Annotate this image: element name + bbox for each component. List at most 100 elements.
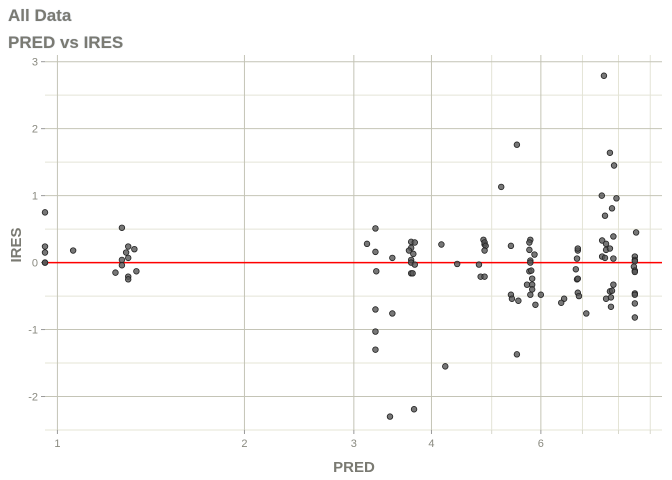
data-point — [372, 248, 379, 256]
chart-title: All Data — [8, 6, 72, 25]
x-tick-label: 3 — [351, 438, 357, 450]
data-point — [610, 233, 617, 240]
data-point — [613, 195, 620, 202]
x-tick-label: 6 — [538, 438, 544, 450]
data-point — [602, 240, 610, 248]
data-point — [631, 291, 639, 298]
data-point — [118, 262, 126, 269]
data-point — [133, 268, 140, 275]
data-point — [601, 212, 609, 219]
data-point — [601, 254, 609, 262]
data-point — [537, 291, 545, 298]
data-point — [69, 247, 77, 254]
data-point — [610, 255, 617, 262]
y-tick-label: 1 — [32, 191, 38, 203]
data-point — [631, 314, 639, 321]
data-point — [125, 254, 132, 262]
data-point — [583, 310, 590, 317]
data-point — [389, 310, 396, 317]
data-point — [411, 261, 418, 268]
data-point — [606, 149, 614, 156]
chart-subtitle: PRED vs IRES — [8, 33, 124, 52]
data-point — [528, 275, 536, 282]
data-point — [606, 245, 614, 252]
data-points — [41, 72, 640, 420]
y-tick-label: 3 — [32, 57, 38, 69]
data-point — [389, 254, 396, 262]
data-point — [386, 413, 394, 420]
data-point — [526, 246, 533, 254]
axes: -2 -1 0 1 2 3 1 2 3 4 6 — [28, 57, 651, 450]
data-point — [610, 281, 617, 288]
data-point — [372, 346, 379, 353]
data-point — [373, 268, 380, 275]
data-point — [453, 260, 461, 268]
data-point — [122, 249, 130, 256]
data-point — [513, 141, 521, 148]
data-point — [532, 301, 539, 308]
x-axis-label: PRED — [333, 459, 375, 476]
data-point — [410, 406, 418, 413]
data-point — [608, 205, 616, 212]
data-point — [372, 306, 379, 313]
x-tick-label: 4 — [428, 438, 434, 450]
data-point — [608, 287, 616, 294]
data-point — [481, 273, 488, 280]
data-point — [631, 268, 639, 276]
data-point — [438, 241, 445, 248]
data-point — [442, 363, 449, 370]
data-point — [527, 259, 534, 266]
data-point — [112, 269, 119, 276]
data-point — [575, 292, 583, 300]
data-point — [125, 276, 132, 283]
data-point — [528, 267, 535, 274]
data-point — [41, 249, 49, 256]
data-point — [41, 243, 49, 250]
data-point — [558, 299, 565, 306]
data-point — [515, 297, 522, 304]
data-point — [118, 256, 126, 264]
data-point — [372, 225, 379, 232]
data-point — [481, 247, 488, 254]
data-point — [610, 162, 618, 169]
data-point — [118, 224, 126, 231]
y-tick-label: -1 — [28, 325, 38, 337]
data-point — [131, 245, 138, 253]
data-point — [526, 239, 533, 246]
data-point — [475, 261, 483, 268]
y-axis-label: IRES — [8, 227, 25, 262]
y-tick-label: 0 — [32, 258, 38, 270]
y-tick-label: 2 — [32, 124, 38, 136]
grid-lines — [45, 55, 662, 431]
x-tick-label: 1 — [54, 438, 60, 450]
data-point — [41, 259, 49, 266]
data-point — [508, 295, 516, 302]
x-tick-label: 2 — [241, 438, 247, 450]
data-point — [498, 183, 505, 191]
data-point — [409, 270, 416, 277]
y-tick-label: -2 — [28, 392, 38, 404]
data-point — [631, 258, 639, 265]
data-point — [574, 245, 581, 252]
data-point — [405, 247, 413, 254]
data-point — [573, 255, 581, 262]
data-point — [574, 275, 581, 282]
data-point — [507, 242, 515, 250]
data-point — [531, 251, 538, 258]
data-point — [41, 209, 49, 216]
data-point — [528, 286, 536, 293]
data-point — [363, 240, 371, 248]
data-point — [410, 250, 417, 258]
data-point — [513, 351, 521, 358]
data-point — [572, 266, 580, 273]
data-point — [600, 72, 608, 79]
data-point — [372, 328, 379, 335]
data-point — [632, 229, 640, 236]
data-point — [631, 300, 639, 307]
data-point — [527, 291, 534, 298]
data-point — [125, 243, 132, 250]
data-point — [411, 239, 418, 246]
data-point — [607, 294, 615, 301]
data-point — [598, 192, 605, 199]
